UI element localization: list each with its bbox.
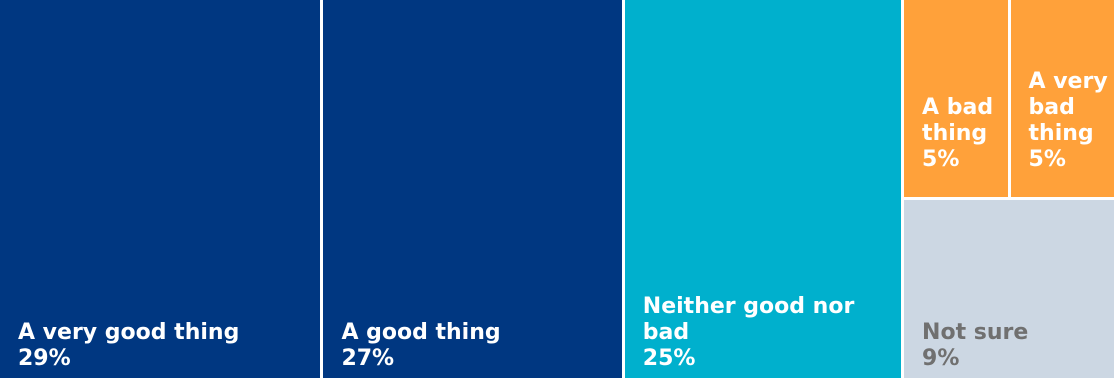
treemap-cell-a-very-good-thing: A very good thing 29% bbox=[0, 0, 321, 378]
cell-category-label: A bad thing bbox=[922, 95, 994, 147]
treemap-cell-label: A very good thing 29% bbox=[18, 320, 314, 372]
treemap-cell-label: Neither good nor bad 25% bbox=[643, 294, 895, 372]
treemap-cell-label: A good thing 27% bbox=[341, 320, 615, 372]
cell-category-label: A good thing bbox=[341, 320, 501, 345]
treemap-cell-label: A very bad thing 5% bbox=[1029, 69, 1108, 173]
cell-value-label: 29% bbox=[18, 346, 71, 371]
cell-category-label: Neither good nor bad bbox=[642, 294, 855, 345]
cell-value-label: 9% bbox=[922, 345, 960, 371]
cell-category-label: A very good thing bbox=[18, 320, 240, 345]
treemap-cell-not-sure: Not sure 9% bbox=[904, 200, 1114, 378]
cell-category-label: Not sure bbox=[922, 319, 1029, 345]
cell-value-label: 5% bbox=[922, 147, 960, 173]
treemap-cell-a-very-bad-thing: A very bad thing 5% bbox=[1010, 0, 1114, 198]
treemap-cell-label: A bad thing 5% bbox=[922, 95, 1001, 173]
treemap-cell-a-good-thing: A good thing 27% bbox=[323, 0, 622, 378]
cell-value-label: 25% bbox=[642, 346, 696, 371]
cell-value-label: 5% bbox=[1028, 147, 1066, 173]
treemap-cell-neither-good-nor-bad: Neither good nor bad 25% bbox=[624, 0, 902, 378]
treemap-cell-label: Not sure 9% bbox=[922, 320, 1108, 372]
treemap-cell-a-bad-thing: A bad thing 5% bbox=[904, 0, 1008, 198]
cell-value-label: 27% bbox=[341, 346, 395, 371]
cell-category-label: A very bad thing bbox=[1028, 69, 1108, 147]
